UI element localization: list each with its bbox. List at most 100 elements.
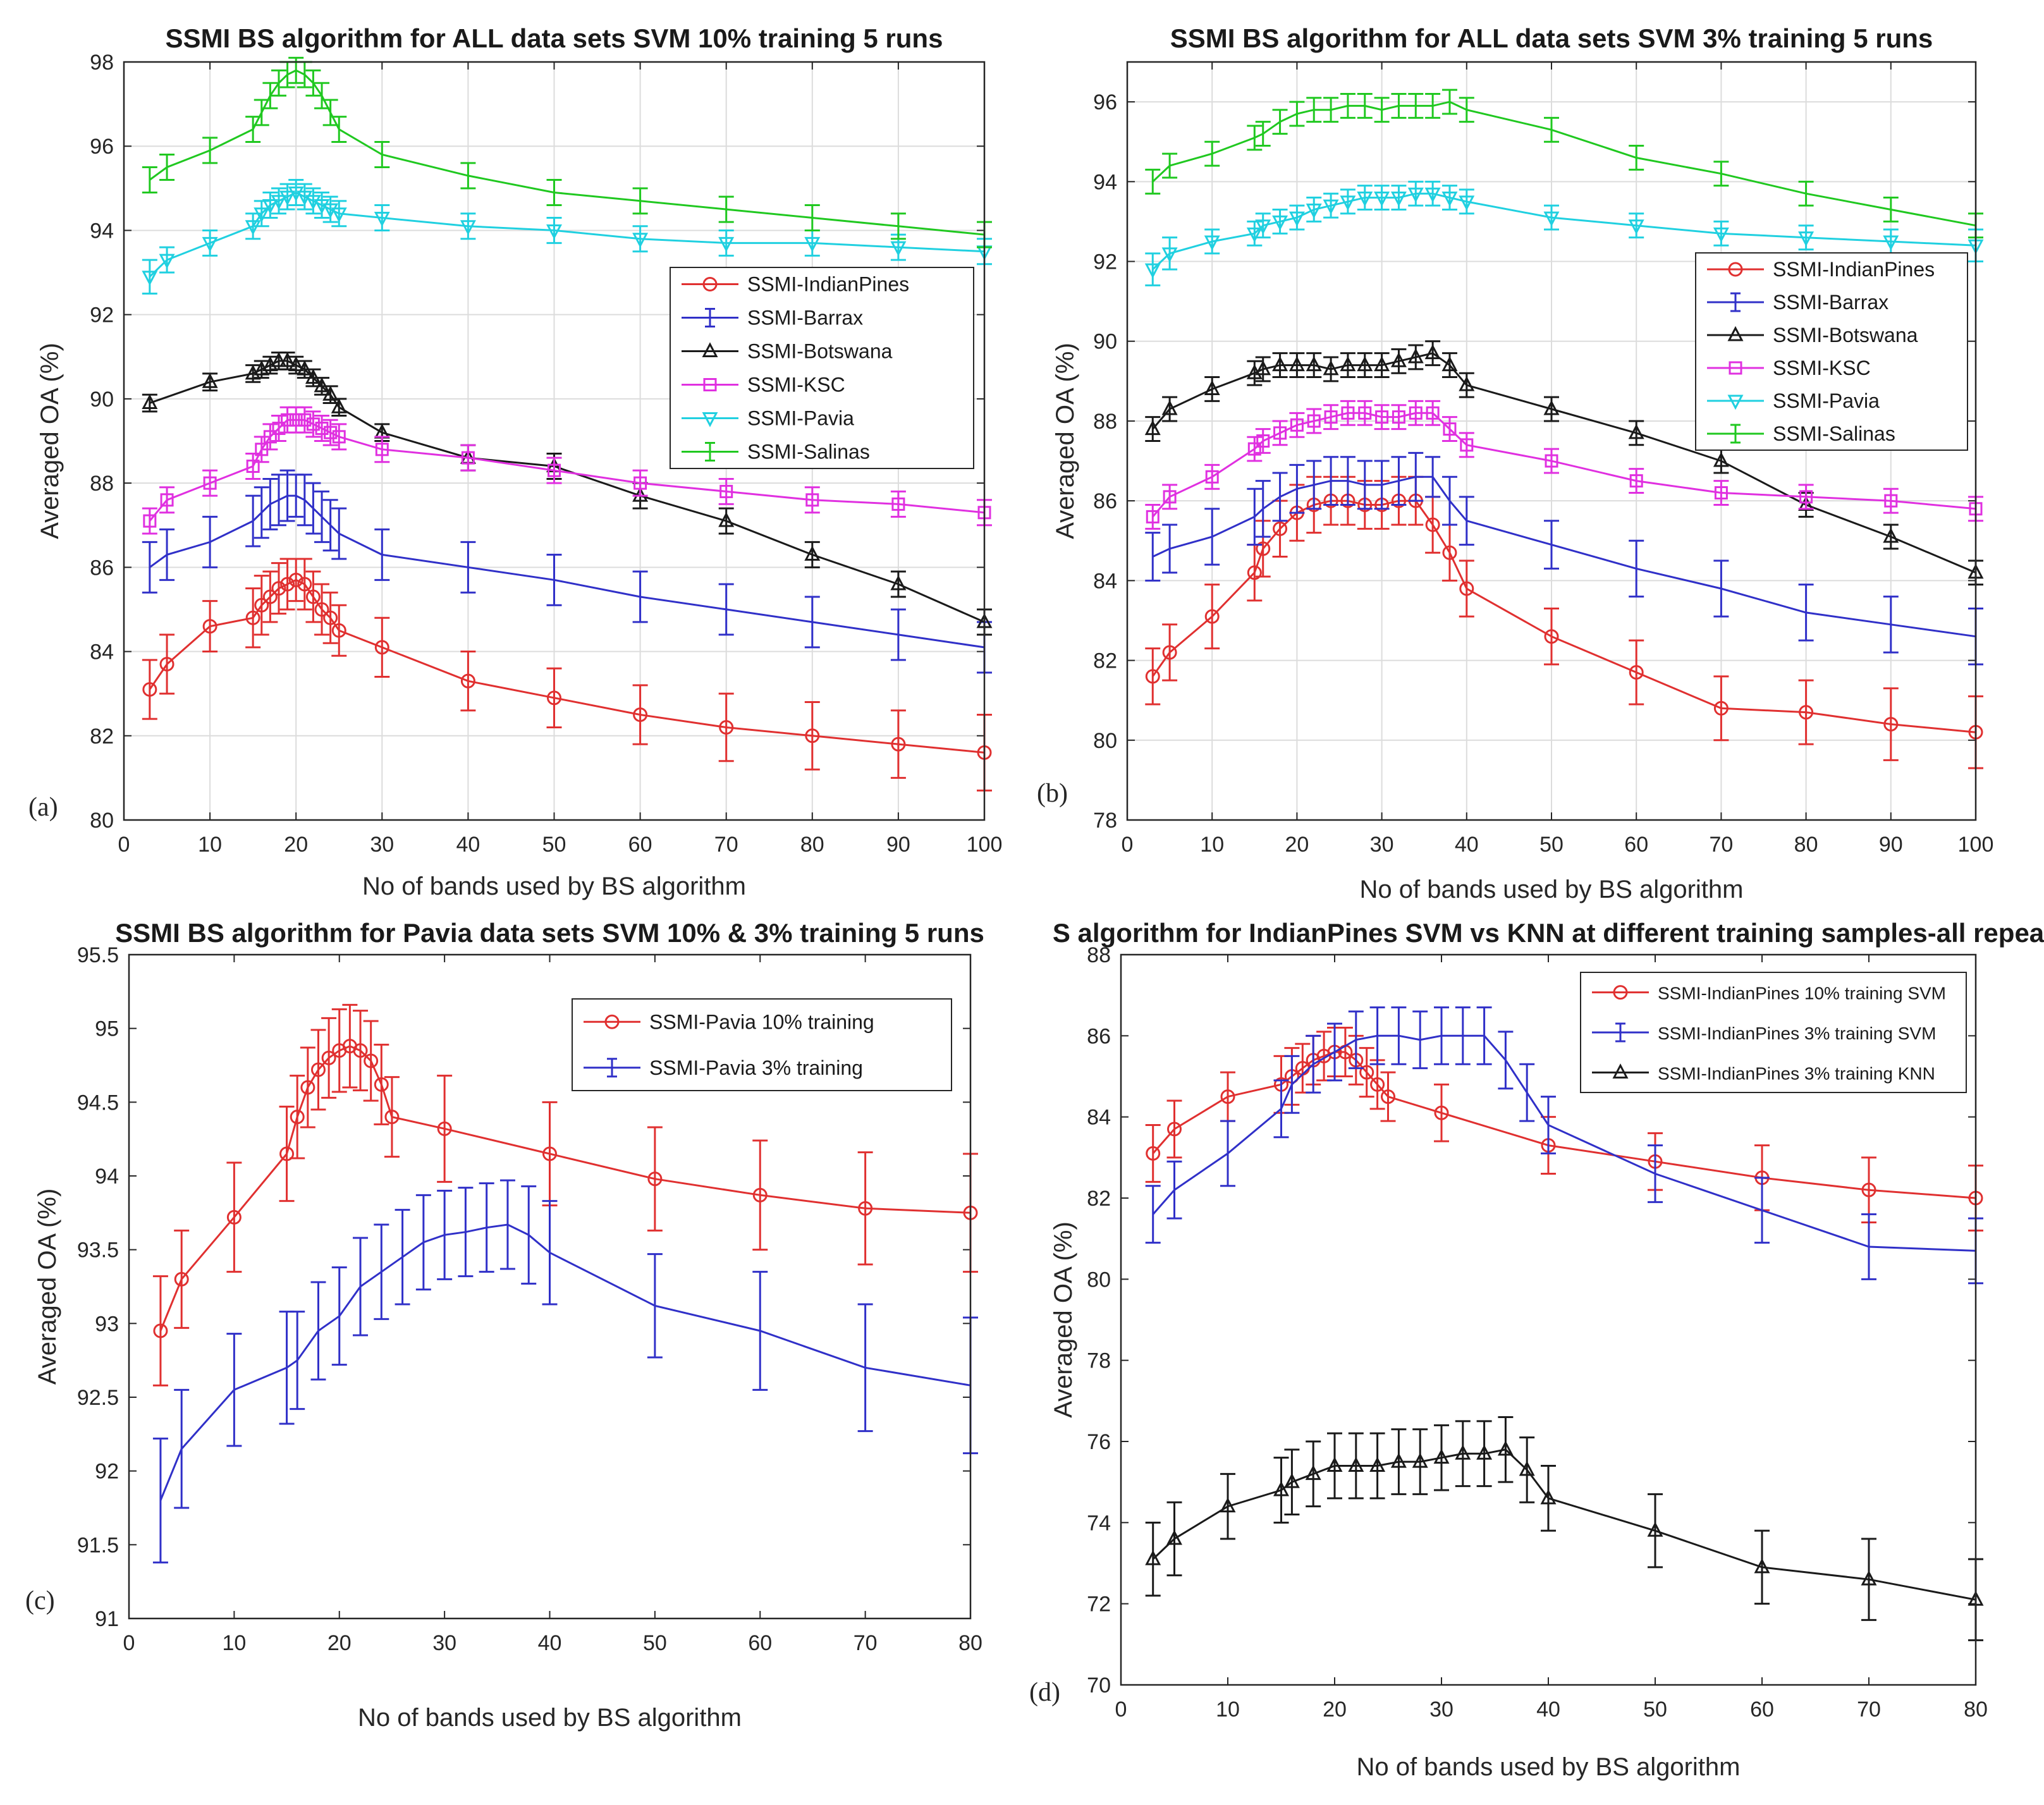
data-point [1883,717,1899,732]
series-line [149,578,985,754]
data-point [1323,360,1339,376]
x-tick-label: 20 [284,833,308,857]
x-tick-label: 0 [1122,833,1134,857]
y-tick-label: 74 [1087,1511,1111,1535]
x-tick-label: 100 [967,833,1003,857]
data-point [1163,490,1177,504]
data-point [288,356,304,372]
data-point [1306,356,1322,372]
data-point [1628,424,1644,439]
data-point [858,1201,873,1216]
data-point [279,190,296,206]
data-point [1459,581,1474,596]
legend-label: SSMI-KSC [747,374,845,396]
legend-label: SSMI-IndianPines 3% training KNN [1658,1063,1935,1083]
data-point [1256,434,1270,448]
data-point [314,602,329,617]
data-point [1374,356,1390,372]
data-point [1441,356,1458,372]
chart-title: SSMI BS algorithm for ALL data sets SVM … [166,23,943,53]
data-point [1629,665,1644,680]
data-point [1799,490,1813,504]
series-ssmi-botswana [1144,340,1984,586]
data-point [1205,470,1219,484]
data-point [1754,1558,1770,1574]
data-point [719,484,733,498]
data-point [1441,192,1458,207]
y-tick-label: 84 [1093,569,1117,593]
x-tick-label: 70 [1857,1698,1881,1722]
legend-marker [702,277,718,291]
data-point [374,1077,389,1092]
data-point [202,619,217,634]
data-point [437,1121,452,1136]
legend-label: SSMI-IndianPines [1773,258,1935,281]
x-tick-label: 40 [1455,833,1479,857]
data-point [752,1187,768,1202]
data-point [1144,263,1161,279]
y-tick-label: 90 [1093,330,1117,354]
x-tick-label: 40 [1536,1698,1560,1722]
series-ssmi-ksc [1145,400,1983,530]
data-point [281,413,295,427]
data-point [1288,211,1305,227]
data-point [254,597,269,613]
data-point [1798,496,1815,511]
data-point [321,1050,336,1065]
data-point [1340,195,1356,211]
data-point [290,1110,305,1125]
data-point [1145,1550,1161,1565]
data-point [298,413,312,427]
data-point [1434,1105,1449,1120]
x-tick-label: 80 [1794,833,1818,857]
x-tick-label: 10 [222,1631,246,1655]
series-ssmi-pavia-10-training [152,1003,978,1386]
y-tick-label: 95 [95,1017,119,1041]
data-point [633,707,648,722]
data-point [1407,187,1424,203]
data-point [1425,517,1440,532]
data-point [202,236,218,252]
data-point [1162,645,1177,660]
y-tick-label: 70 [1087,1673,1111,1698]
data-point [1799,705,1814,720]
x-tick-label: 90 [886,833,910,857]
legend-label: SSMI-Barrax [1773,291,1888,314]
data-point [1476,1445,1493,1460]
data-point [142,271,158,286]
data-point [1628,219,1644,235]
x-tick-label: 60 [1750,1698,1774,1722]
data-point [1390,192,1407,207]
y-axis-label: Averaged OA (%) [1050,1221,1077,1418]
data-point [300,1080,315,1095]
data-point [1288,356,1305,372]
data-point [1629,474,1643,488]
legend-marker [703,378,717,391]
data-point [1424,187,1441,203]
data-point [1204,609,1220,624]
data-point [374,211,390,227]
y-axis-label: Averaged OA (%) [1051,343,1079,539]
chart-panel-b: SSMI BS algorithm for ALL data sets SVM … [1037,23,1993,903]
x-tick-label: 60 [748,1631,772,1655]
data-point [1545,454,1558,468]
data-point [1161,400,1178,415]
data-point [272,422,286,436]
x-tick-label: 80 [800,833,824,857]
x-tick-label: 10 [1200,833,1224,857]
data-point [1247,442,1261,456]
data-point [1713,451,1729,467]
legend: SSMI-IndianPines 10% training SVM SSMI-In… [1580,972,1967,1093]
panel-tag: (c) [25,1586,55,1615]
data-point [1146,1146,1161,1161]
data-point [890,575,907,590]
data-point [1348,1457,1364,1472]
data-point [546,224,562,240]
data-point [1247,565,1262,580]
data-point [1433,1448,1450,1464]
x-tick-label: 90 [1879,833,1903,857]
data-point [1543,400,1560,415]
y-tick-label: 86 [1087,1024,1111,1048]
data-point [331,207,347,223]
legend-marker [1729,361,1742,375]
